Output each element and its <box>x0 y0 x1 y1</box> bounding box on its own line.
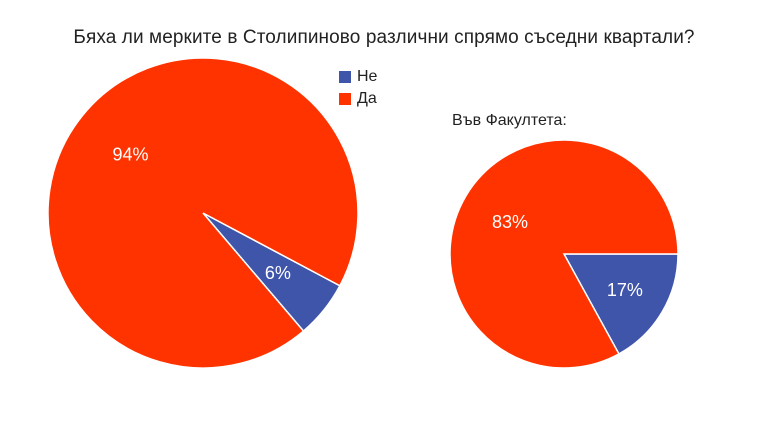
legend-label-ne: Не <box>357 68 378 85</box>
legend-label-da: Да <box>357 90 377 107</box>
pie2-title: Във Факултета: <box>452 112 567 129</box>
legend-swatch-ne <box>339 71 351 83</box>
pie1-label-ne: 6% <box>265 263 291 283</box>
legend-swatch-da <box>339 93 351 105</box>
pie2-label-ne: 17% <box>607 280 643 300</box>
legend: Не Да <box>339 66 377 110</box>
pie2-slice-ne <box>562 253 679 355</box>
pie1-slice-da <box>47 57 359 369</box>
legend-item-da: Да <box>339 88 377 110</box>
pie2-slice-da <box>449 139 679 369</box>
chart-title: Бяха ли мерките в Столипиново различни с… <box>73 27 695 48</box>
pie2-label-da: 83% <box>492 212 528 232</box>
pie1-label-da: 94% <box>113 145 149 165</box>
legend-item-ne: Не <box>339 66 377 88</box>
